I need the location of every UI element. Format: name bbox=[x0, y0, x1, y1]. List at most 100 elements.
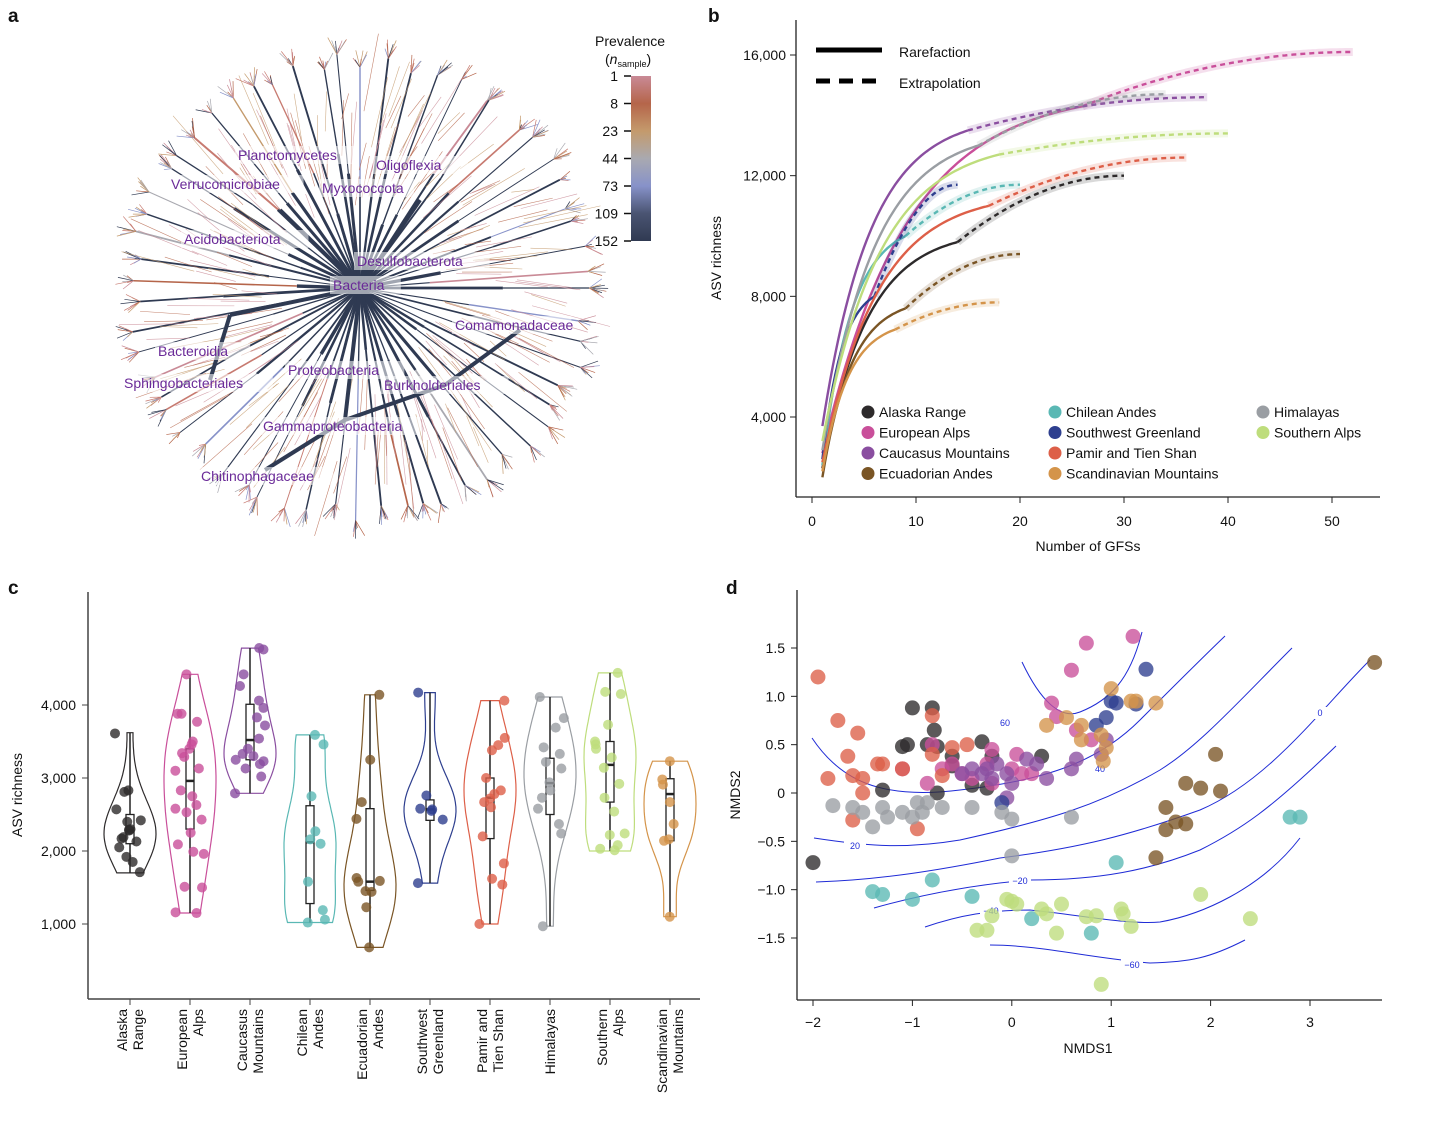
scatter-point bbox=[934, 768, 950, 784]
tree-leaf bbox=[565, 203, 585, 210]
tree-leaf bbox=[207, 267, 255, 280]
tree-leaf bbox=[359, 58, 362, 68]
y-axis-label: ASV richness bbox=[9, 753, 25, 837]
data-point bbox=[664, 756, 675, 767]
scatter-point bbox=[1158, 822, 1174, 838]
scatter-point bbox=[1103, 681, 1119, 697]
legend-label: Ecuadorian Andes bbox=[879, 466, 993, 482]
y-tick-label: 2,000 bbox=[41, 843, 76, 859]
tree-leaf bbox=[369, 120, 384, 179]
tree-leaf bbox=[189, 129, 195, 139]
scatter-point bbox=[825, 798, 841, 814]
tree-leaf bbox=[486, 86, 495, 101]
x-tick-label: 2 bbox=[1207, 1014, 1215, 1030]
colorbar-tick-label: 8 bbox=[610, 96, 618, 112]
tree-leaf bbox=[188, 133, 195, 139]
data-point bbox=[664, 797, 675, 808]
confidence-band bbox=[998, 129, 1228, 159]
data-point bbox=[477, 831, 488, 842]
tree-leaf bbox=[157, 396, 162, 403]
data-point bbox=[135, 815, 146, 826]
scatter-point bbox=[1125, 628, 1141, 644]
tree-branch bbox=[429, 270, 588, 284]
tree-leaf bbox=[464, 485, 467, 502]
tree-leaf bbox=[464, 484, 482, 496]
colorbar-title: Prevalence bbox=[595, 33, 665, 49]
clade-label-bg bbox=[121, 374, 273, 392]
x-tick-label: 0 bbox=[808, 513, 816, 529]
tree-leaf bbox=[570, 218, 578, 222]
tree-leaf bbox=[498, 209, 548, 223]
tree-leaf bbox=[160, 162, 172, 170]
x-tick-label: Andes bbox=[370, 1009, 386, 1049]
tree-leaf bbox=[410, 60, 421, 74]
tree-leaf bbox=[158, 153, 177, 157]
tree-leaf bbox=[192, 118, 195, 138]
data-point bbox=[366, 886, 377, 897]
x-tick-label: −2 bbox=[805, 1014, 821, 1030]
extrapolation-line bbox=[956, 174, 1124, 243]
data-point bbox=[544, 777, 555, 788]
tree-leaf bbox=[156, 396, 162, 402]
data-point bbox=[251, 712, 262, 723]
data-point bbox=[353, 876, 364, 887]
data-point bbox=[197, 882, 208, 893]
tree-leaf bbox=[519, 127, 525, 131]
y-tick-label: −0.5 bbox=[757, 833, 785, 849]
data-point bbox=[364, 942, 375, 953]
tree-leaf bbox=[461, 395, 473, 420]
data-point bbox=[537, 921, 548, 932]
tree-leaf bbox=[359, 54, 367, 68]
violin-outline bbox=[343, 694, 397, 948]
clade-label-bg bbox=[330, 276, 401, 294]
tree-leaf bbox=[410, 58, 415, 74]
data-point bbox=[170, 765, 181, 776]
tree-branch bbox=[233, 207, 361, 290]
scatter-point bbox=[855, 771, 871, 786]
tree-leaf bbox=[395, 103, 424, 165]
scatter-point bbox=[830, 713, 846, 728]
tree-leaf bbox=[151, 409, 167, 413]
clade-label-bg bbox=[181, 230, 309, 248]
tree-leaf bbox=[269, 76, 273, 85]
tree-leaf bbox=[206, 308, 282, 321]
scatter-point bbox=[909, 821, 925, 837]
colorbar-tick-label: 109 bbox=[595, 206, 619, 222]
tree-leaf bbox=[518, 119, 522, 131]
scatter-point bbox=[1058, 710, 1074, 726]
tree-leaf bbox=[399, 425, 407, 485]
tree-leaf bbox=[421, 78, 463, 144]
tree-leaf bbox=[170, 394, 230, 429]
tree-leaf bbox=[219, 91, 234, 99]
data-point bbox=[657, 779, 668, 790]
tree-leaf bbox=[229, 79, 234, 99]
tree-leaf bbox=[242, 268, 270, 279]
scatter-point bbox=[820, 771, 836, 786]
tree-leaf bbox=[547, 426, 560, 440]
x-tick-label: Alaska bbox=[114, 1009, 130, 1051]
tree-leaf bbox=[168, 140, 177, 156]
legend-marker bbox=[1048, 426, 1062, 439]
data-point bbox=[114, 842, 125, 853]
tree-leaf bbox=[387, 44, 394, 59]
tree-leaf bbox=[187, 199, 211, 221]
x-tick-label: Greenland bbox=[430, 1009, 446, 1074]
tree-leaf bbox=[149, 409, 167, 419]
tree-leaf bbox=[580, 340, 589, 343]
tree-leaf bbox=[417, 503, 424, 519]
legend-marker bbox=[861, 446, 875, 460]
tree-leaf bbox=[250, 76, 255, 87]
data-point bbox=[181, 807, 192, 818]
tree-leaf bbox=[512, 335, 561, 363]
x-tick-label: 30 bbox=[1116, 513, 1132, 529]
data-point bbox=[181, 669, 192, 680]
tree-leaf bbox=[557, 385, 564, 397]
scatter-point bbox=[1213, 783, 1229, 799]
tree-branch bbox=[354, 379, 359, 521]
scatter-point bbox=[1123, 918, 1139, 934]
data-point bbox=[609, 845, 620, 856]
data-point bbox=[254, 759, 265, 770]
tree-leaf bbox=[125, 294, 141, 302]
data-point bbox=[421, 790, 432, 801]
tree-branch bbox=[358, 286, 437, 379]
